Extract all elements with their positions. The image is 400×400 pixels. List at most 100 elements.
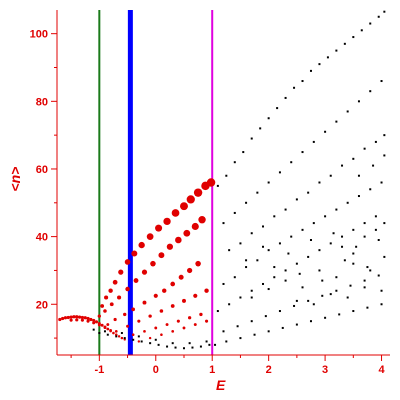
red-data-point (113, 317, 117, 322)
black-data-point (352, 310, 355, 313)
black-data-point (273, 215, 276, 218)
black-data-point (137, 335, 140, 338)
black-data-point (208, 343, 211, 346)
red-data-point (89, 317, 93, 322)
black-data-point (341, 164, 344, 167)
red-data-point (69, 318, 73, 322)
red-data-point (58, 317, 62, 322)
black-data-point (309, 69, 312, 72)
black-data-point (324, 215, 327, 218)
black-data-point (301, 286, 304, 289)
black-data-point (295, 323, 298, 326)
black-data-point (290, 235, 293, 238)
black-data-point (188, 342, 191, 345)
x-tick-label: 3 (322, 364, 328, 376)
black-data-point (383, 255, 386, 258)
black-data-point (343, 259, 346, 262)
red-data-point (80, 318, 84, 322)
black-data-point (222, 282, 225, 285)
red-data-point (198, 216, 206, 224)
black-data-point (267, 330, 270, 333)
black-data-point (278, 171, 281, 174)
red-data-point (133, 278, 139, 284)
black-data-point (267, 288, 270, 291)
red-data-point (75, 315, 79, 319)
black-data-point (369, 90, 372, 93)
black-data-point (321, 279, 324, 282)
red-data-point (97, 323, 101, 327)
black-data-point (284, 208, 287, 211)
black-data-point (369, 22, 372, 25)
black-data-point (284, 269, 287, 272)
black-data-point (256, 259, 259, 262)
red-data-point (180, 202, 188, 211)
red-data-point (69, 315, 73, 319)
black-data-point (366, 306, 369, 309)
black-data-point (293, 86, 296, 89)
black-data-point (301, 80, 304, 83)
red-data-point (131, 307, 136, 312)
red-data-point (155, 224, 163, 232)
black-data-point (352, 157, 355, 160)
black-data-point (245, 201, 248, 204)
black-data-point (352, 228, 355, 231)
black-data-point (233, 211, 236, 214)
black-data-point (383, 10, 386, 13)
red-data-point (104, 295, 109, 300)
red-data-point (191, 222, 199, 231)
black-data-point (216, 310, 219, 313)
red-data-point (124, 259, 131, 265)
black-data-point (326, 56, 329, 59)
black-data-point (352, 262, 355, 265)
black-data-point (374, 228, 377, 231)
red-data-point (109, 302, 114, 307)
black-data-point (335, 49, 338, 52)
red-data-point (100, 323, 104, 327)
black-data-point (250, 232, 253, 235)
black-data-point (222, 330, 225, 333)
black-data-point (341, 235, 344, 238)
black-data-point (357, 195, 360, 198)
data-points (58, 10, 386, 350)
black-data-point (250, 296, 253, 299)
red-data-point (158, 252, 165, 259)
red-data-point (117, 335, 121, 338)
red-data-point (160, 333, 163, 336)
red-data-point (131, 333, 135, 336)
black-data-point (321, 294, 324, 297)
black-data-point (171, 342, 174, 345)
black-data-point (174, 346, 177, 349)
black-data-point (312, 140, 315, 143)
red-data-point (163, 217, 171, 226)
red-data-point (114, 329, 118, 333)
red-data-point (138, 241, 145, 249)
black-data-point (250, 320, 253, 323)
red-data-point (106, 323, 110, 327)
black-data-point (239, 337, 242, 340)
red-data-point (193, 323, 197, 327)
black-data-point (182, 347, 185, 350)
black-data-point (262, 225, 265, 228)
black-data-point (157, 343, 160, 346)
y-tick-label: 20 (36, 299, 48, 311)
red-data-point (117, 295, 122, 300)
black-data-point (120, 332, 123, 335)
black-data-point (377, 15, 380, 18)
black-data-point (374, 215, 377, 218)
black-data-point (264, 315, 267, 318)
red-data-point (108, 288, 113, 293)
black-data-point (307, 191, 310, 194)
black-data-point (346, 201, 349, 204)
red-data-point (150, 260, 156, 267)
black-data-point (273, 266, 276, 269)
y-tick-label: 40 (36, 232, 48, 244)
black-data-point (259, 127, 262, 130)
red-data-point (206, 178, 216, 187)
black-data-point (335, 289, 338, 292)
red-data-point (166, 243, 174, 250)
black-data-point (256, 191, 259, 194)
y-tick-label: 60 (36, 164, 48, 176)
black-data-point (115, 335, 118, 338)
black-data-point (267, 249, 270, 252)
red-data-point (126, 324, 130, 328)
